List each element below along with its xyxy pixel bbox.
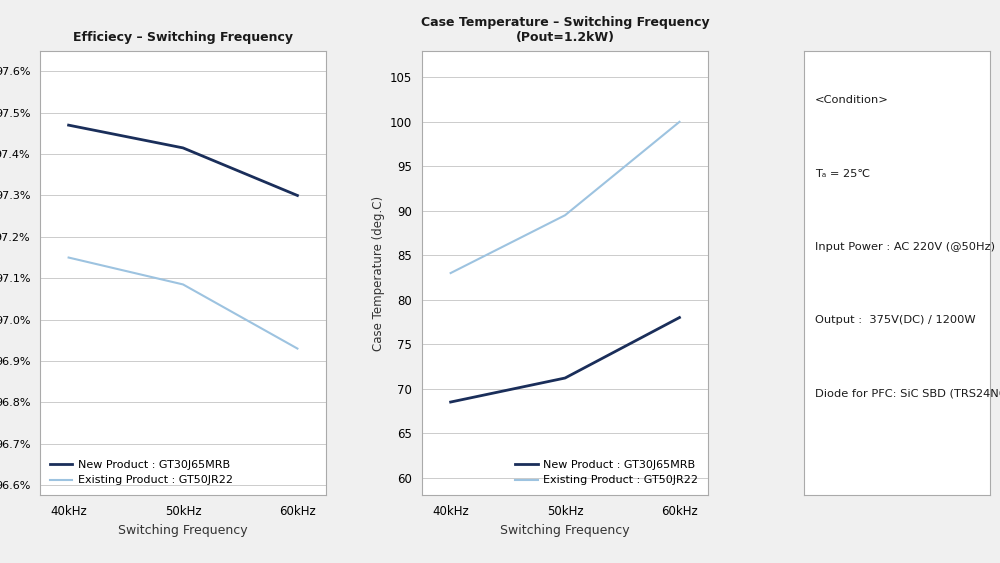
Text: <Condition>: <Condition> (815, 95, 889, 105)
Y-axis label: Case Temperature (deg.C): Case Temperature (deg.C) (372, 195, 385, 351)
Title: Efficiecy – Switching Frequency: Efficiecy – Switching Frequency (73, 31, 293, 44)
X-axis label: Switching Frequency: Switching Frequency (118, 524, 248, 537)
Legend: New Product : GT30J65MRB, Existing Product : GT50JR22: New Product : GT30J65MRB, Existing Produ… (511, 455, 703, 490)
X-axis label: Switching Frequency: Switching Frequency (500, 524, 630, 537)
Legend: New Product : GT30J65MRB, Existing Product : GT50JR22: New Product : GT30J65MRB, Existing Produ… (46, 455, 237, 490)
Title: Case Temperature – Switching Frequency
(Pout=1.2kW): Case Temperature – Switching Frequency (… (421, 16, 709, 44)
Text: Input Power : AC 220V (@50Hz): Input Power : AC 220V (@50Hz) (815, 242, 995, 252)
Text: Output :  375V(DC) / 1200W: Output : 375V(DC) / 1200W (815, 315, 976, 325)
Text: Tₐ = 25℃: Tₐ = 25℃ (815, 168, 870, 178)
Text: Diode for PFC: SiC SBD (TRS24N65FB): Diode for PFC: SiC SBD (TRS24N65FB) (815, 388, 1000, 399)
